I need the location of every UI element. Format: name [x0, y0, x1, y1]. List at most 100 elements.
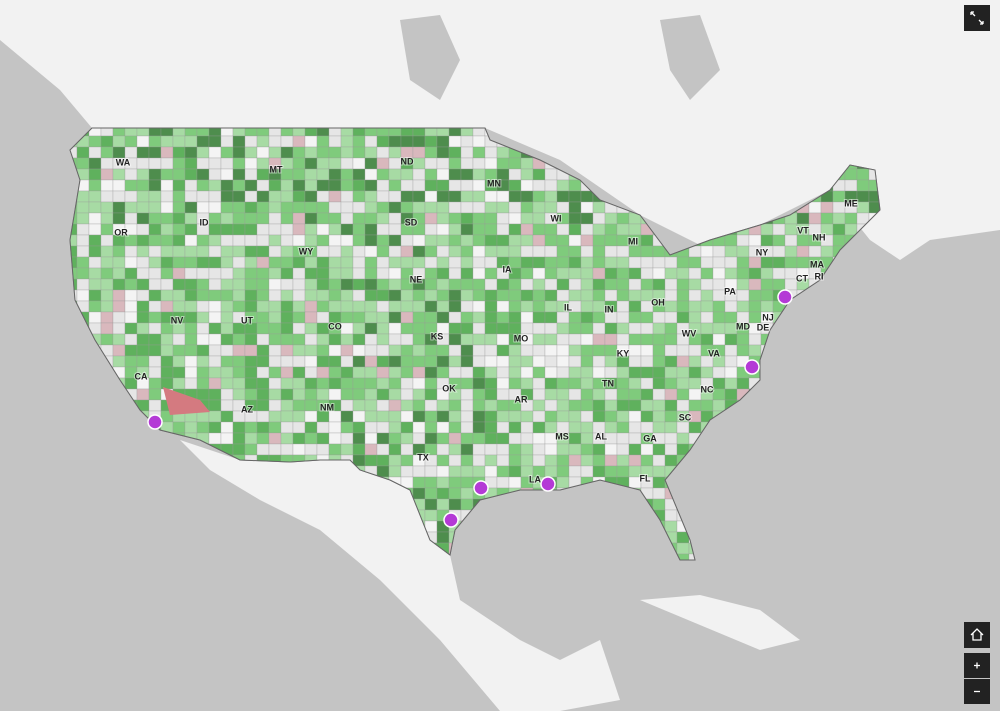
county	[676, 300, 690, 313]
state-label: MD	[736, 321, 750, 331]
county	[220, 432, 234, 445]
county	[520, 190, 534, 203]
county	[424, 520, 438, 533]
county	[412, 377, 426, 390]
county	[100, 289, 114, 302]
marker[interactable]	[744, 359, 760, 375]
county	[628, 399, 642, 412]
county	[376, 366, 390, 379]
county	[256, 344, 270, 357]
county	[640, 410, 654, 423]
county	[580, 465, 594, 478]
county	[628, 245, 642, 258]
county	[148, 289, 162, 302]
county	[268, 300, 282, 313]
county	[736, 256, 750, 269]
county	[472, 289, 486, 302]
county	[664, 344, 678, 357]
fullscreen-button[interactable]	[964, 5, 990, 31]
zoom-out-button[interactable]	[964, 679, 990, 704]
county	[304, 168, 318, 181]
county	[376, 168, 390, 181]
county	[520, 443, 534, 456]
county	[556, 388, 570, 401]
county	[364, 322, 378, 335]
county	[124, 146, 138, 159]
county	[220, 201, 234, 214]
county	[220, 168, 234, 181]
county	[196, 168, 210, 181]
county	[616, 366, 630, 379]
county	[496, 432, 510, 445]
county	[232, 344, 246, 357]
county	[772, 267, 786, 280]
home-button[interactable]	[964, 622, 990, 648]
county	[256, 212, 270, 225]
county	[496, 355, 510, 368]
county	[232, 333, 246, 346]
county	[772, 234, 786, 247]
county	[256, 234, 270, 247]
county	[352, 289, 366, 302]
county	[112, 355, 126, 368]
county	[460, 366, 474, 379]
county	[520, 201, 534, 214]
marker[interactable]	[777, 289, 793, 305]
county	[196, 421, 210, 434]
county	[556, 355, 570, 368]
county	[496, 476, 510, 489]
county	[376, 388, 390, 401]
county	[124, 278, 138, 291]
county	[328, 179, 342, 192]
county	[400, 311, 414, 324]
state-label: SD	[405, 217, 418, 227]
county	[136, 201, 150, 214]
county	[160, 190, 174, 203]
county	[460, 190, 474, 203]
county	[508, 168, 522, 181]
county	[700, 278, 714, 291]
county	[580, 289, 594, 302]
zoom-in-button[interactable]	[964, 653, 990, 678]
county	[568, 245, 582, 258]
county	[616, 377, 630, 390]
county	[376, 289, 390, 302]
county	[472, 278, 486, 291]
county	[604, 267, 618, 280]
county	[460, 212, 474, 225]
marker[interactable]	[443, 512, 459, 528]
county	[628, 443, 642, 456]
county	[124, 333, 138, 346]
county	[256, 201, 270, 214]
county	[628, 421, 642, 434]
county	[580, 212, 594, 225]
marker[interactable]	[473, 480, 489, 496]
county	[448, 179, 462, 192]
county	[388, 399, 402, 412]
county	[316, 300, 330, 313]
county	[364, 399, 378, 412]
county	[256, 256, 270, 269]
county	[388, 256, 402, 269]
county	[508, 289, 522, 302]
county	[676, 311, 690, 324]
county	[784, 256, 798, 269]
county	[460, 267, 474, 280]
county	[736, 300, 750, 313]
county	[544, 201, 558, 214]
marker[interactable]	[147, 414, 163, 430]
county	[220, 366, 234, 379]
marker[interactable]	[540, 476, 556, 492]
county	[640, 366, 654, 379]
county	[148, 267, 162, 280]
county	[568, 388, 582, 401]
county	[640, 454, 654, 467]
state-label: VT	[797, 225, 809, 235]
county	[172, 223, 186, 236]
county	[664, 278, 678, 291]
county	[604, 399, 618, 412]
county	[196, 157, 210, 170]
county	[508, 212, 522, 225]
county	[316, 344, 330, 357]
